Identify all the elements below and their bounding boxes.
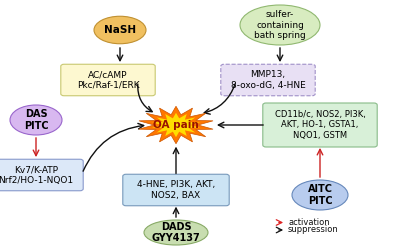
Text: AC/cAMP
Pkc/Raf-1/ERK: AC/cAMP Pkc/Raf-1/ERK: [77, 70, 139, 90]
FancyBboxPatch shape: [263, 103, 377, 147]
Text: DAS
PITC: DAS PITC: [24, 109, 48, 131]
Polygon shape: [152, 113, 200, 137]
Text: AITC
PITC: AITC PITC: [308, 184, 332, 206]
Ellipse shape: [292, 180, 348, 210]
FancyBboxPatch shape: [61, 64, 155, 96]
Ellipse shape: [94, 16, 146, 44]
Ellipse shape: [144, 220, 208, 245]
Ellipse shape: [10, 105, 62, 135]
Text: activation: activation: [288, 218, 330, 227]
Text: MMP13,
8-oxo-dG, 4-HNE: MMP13, 8-oxo-dG, 4-HNE: [231, 70, 305, 90]
Text: 4-HNE, PI3K, AKT,
NOS2, BAX: 4-HNE, PI3K, AKT, NOS2, BAX: [137, 180, 215, 200]
Text: CD11b/c, NOS2, PI3K,
AKT, HO-1, GSTA1,
NQO1, GSTM: CD11b/c, NOS2, PI3K, AKT, HO-1, GSTA1, N…: [274, 110, 366, 140]
Text: DADS
GYY4137: DADS GYY4137: [152, 222, 200, 243]
Text: Kv7/K-ATP
Nrf2/HO-1-NQO1: Kv7/K-ATP Nrf2/HO-1-NQO1: [0, 165, 74, 185]
FancyBboxPatch shape: [221, 64, 315, 96]
Text: OA pain: OA pain: [153, 120, 199, 130]
FancyBboxPatch shape: [123, 174, 229, 206]
Text: sulfer-
containing
bath spring: sulfer- containing bath spring: [254, 10, 306, 40]
FancyBboxPatch shape: [0, 159, 83, 191]
Ellipse shape: [240, 5, 320, 45]
Text: suppression: suppression: [288, 226, 339, 234]
Polygon shape: [139, 106, 213, 144]
Text: NaSH: NaSH: [104, 25, 136, 35]
